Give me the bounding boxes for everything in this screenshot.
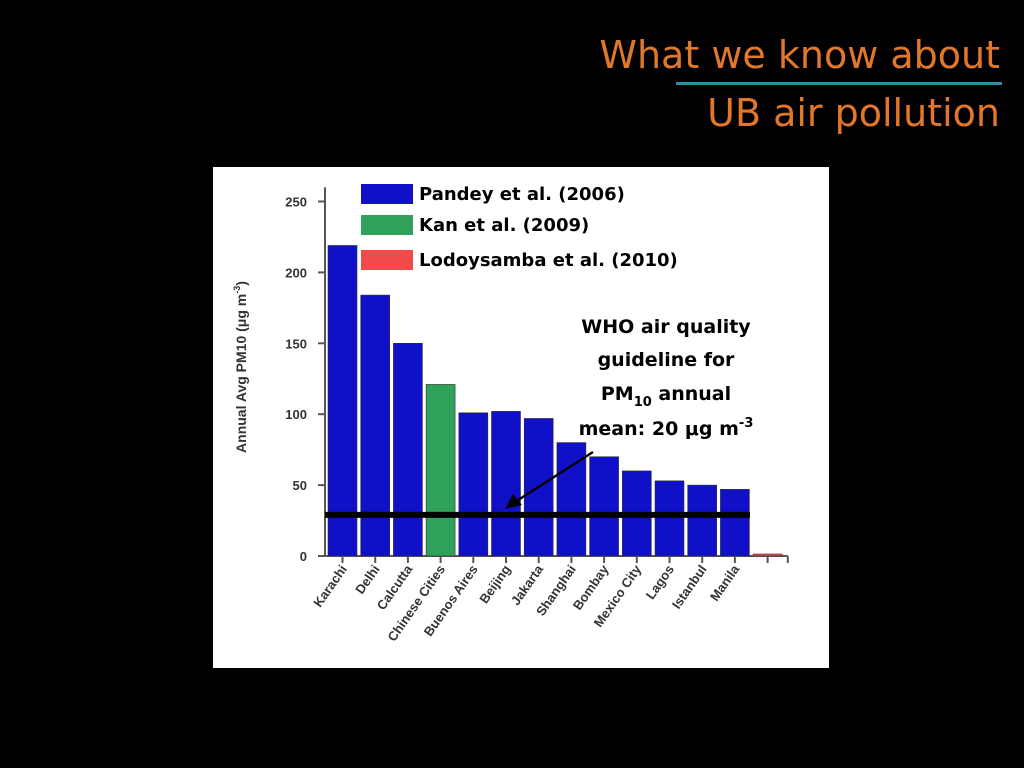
legend-label-2: Lodoysamba et al. (2010)	[419, 250, 678, 271]
x-tick-label: Manila	[707, 561, 743, 603]
legend-swatch-0	[361, 184, 413, 204]
bar-beijing	[491, 411, 521, 557]
y-tick-label: 0	[300, 549, 307, 564]
y-axis-label: Annual Avg PM10 (μg m-3)	[232, 281, 249, 453]
bar-ulaanbaatar	[752, 553, 783, 557]
title-underline	[676, 82, 1002, 85]
who-annotation-line4: mean: 20 μg m-3	[579, 416, 754, 440]
bar-chinese-cities	[425, 384, 456, 557]
y-tick-label: 200	[285, 265, 307, 280]
slide-title-line1: What we know about	[599, 33, 1000, 77]
bar-shanghai	[556, 442, 587, 557]
x-tick-label: Karachi	[310, 562, 350, 610]
legend-label-1: Kan et al. (2009)	[419, 215, 589, 236]
y-tick-label: 150	[285, 336, 307, 351]
slide-title-line2: UB air pollution	[707, 91, 1000, 135]
chart-panel: 0 50 100 150 200 250 Annual Avg PM10 (μg m-3) K…	[213, 167, 829, 668]
annotation-arrow-shaft	[514, 450, 594, 504]
y-tick-label: 100	[285, 407, 307, 422]
bar-chart: 0 50 100 150 200 250 Annual Avg PM10 (μg m-3) K…	[232, 184, 789, 644]
who-annotation-line2: guideline for	[598, 349, 735, 371]
y-tick-label: 50	[293, 478, 307, 493]
who-annotation-line1: WHO air quality	[581, 316, 751, 338]
bar-lagos	[654, 480, 685, 557]
annotation-arrow-head	[505, 494, 522, 509]
slide-title: What we know about UB air pollution	[599, 26, 1000, 142]
x-tick-label: Lagos	[643, 562, 677, 602]
bar-istanbul	[687, 484, 718, 557]
bar-karachi	[327, 245, 358, 557]
bar-manila	[720, 489, 750, 557]
who-annotation-line3: PM10 annual	[601, 383, 731, 410]
bar-buenos-aires	[458, 412, 489, 557]
legend-label-0: Pandey et al. (2006)	[419, 184, 625, 205]
bar-calcutta	[393, 343, 423, 557]
legend-swatch-1	[361, 215, 413, 235]
bar-bombay	[589, 456, 619, 557]
x-tick-label: Delhi	[352, 562, 383, 597]
y-tick-label: 250	[285, 195, 307, 210]
legend-swatch-2	[361, 250, 413, 270]
